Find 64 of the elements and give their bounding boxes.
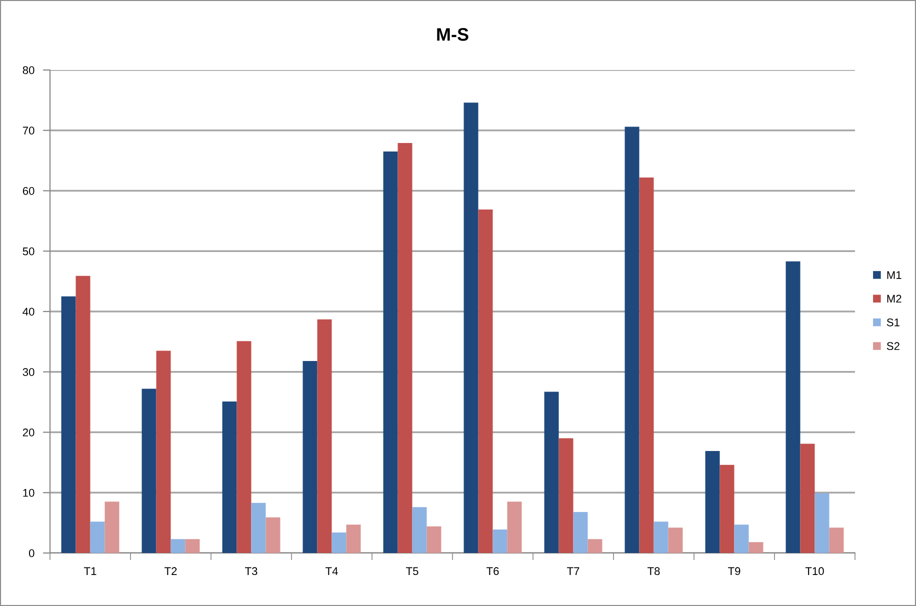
bar: [558, 438, 574, 553]
bar: [668, 528, 683, 553]
bar: [654, 522, 668, 553]
x-tick-label: T5: [406, 567, 418, 576]
bar: [492, 529, 508, 553]
bar: [236, 341, 252, 553]
y-tick-label: 40: [22, 308, 34, 316]
bar: [507, 502, 522, 553]
bar: [266, 517, 280, 553]
chart-title: M-S: [437, 28, 468, 41]
x-tick-label: T1: [84, 567, 96, 575]
legend-label: M2: [887, 294, 902, 303]
y-tick-label: 30: [22, 368, 34, 376]
y-tick-label: 0: [28, 549, 34, 558]
y-tick-label: 10: [23, 488, 34, 497]
bar: [720, 464, 734, 553]
bar: [156, 350, 171, 553]
x-tick-label: T8: [648, 567, 660, 576]
x-tick-label: T2: [164, 567, 177, 575]
bar: [464, 102, 478, 553]
bar: [61, 296, 76, 553]
bar: [104, 502, 120, 553]
bar: [829, 528, 844, 553]
bar: [800, 444, 815, 553]
bar: [734, 524, 749, 553]
bar: [639, 177, 654, 553]
y-tick-label: 70: [22, 126, 34, 135]
bar: [302, 361, 318, 553]
bar: [412, 507, 427, 553]
bar: [222, 401, 237, 553]
y-tick-label: 50: [22, 247, 34, 256]
bar: [90, 522, 105, 553]
bar: [251, 502, 266, 553]
bar: [383, 152, 398, 553]
bar: [748, 542, 764, 553]
bar: [624, 126, 640, 553]
legend-label: S1: [886, 318, 900, 326]
legend-label: S2: [886, 342, 900, 350]
bar: [317, 319, 332, 553]
bar: [786, 261, 800, 553]
y-tick-label: 20: [22, 428, 34, 436]
bar: [814, 493, 830, 553]
legend-label: M1: [887, 271, 902, 279]
bar: [588, 539, 602, 553]
x-tick-label: T10: [805, 567, 824, 576]
x-tick-label: T6: [486, 567, 499, 576]
bar: [478, 209, 493, 553]
bar: [398, 143, 412, 553]
bar: [705, 450, 720, 553]
bar: [185, 539, 200, 553]
x-tick-label: T4: [326, 567, 338, 575]
y-tick-label: 80: [22, 66, 34, 74]
y-tick-label: 60: [22, 187, 34, 195]
x-tick-label: T7: [567, 567, 580, 575]
bar: [426, 526, 442, 553]
x-tick-label: T9: [728, 567, 740, 576]
bar: [76, 276, 90, 553]
bar: [346, 524, 361, 553]
bar: [170, 539, 186, 553]
bar: [544, 392, 559, 553]
bar: [332, 532, 346, 553]
bar: [142, 388, 156, 553]
x-tick-label: T3: [245, 567, 258, 576]
bar: [573, 512, 588, 553]
